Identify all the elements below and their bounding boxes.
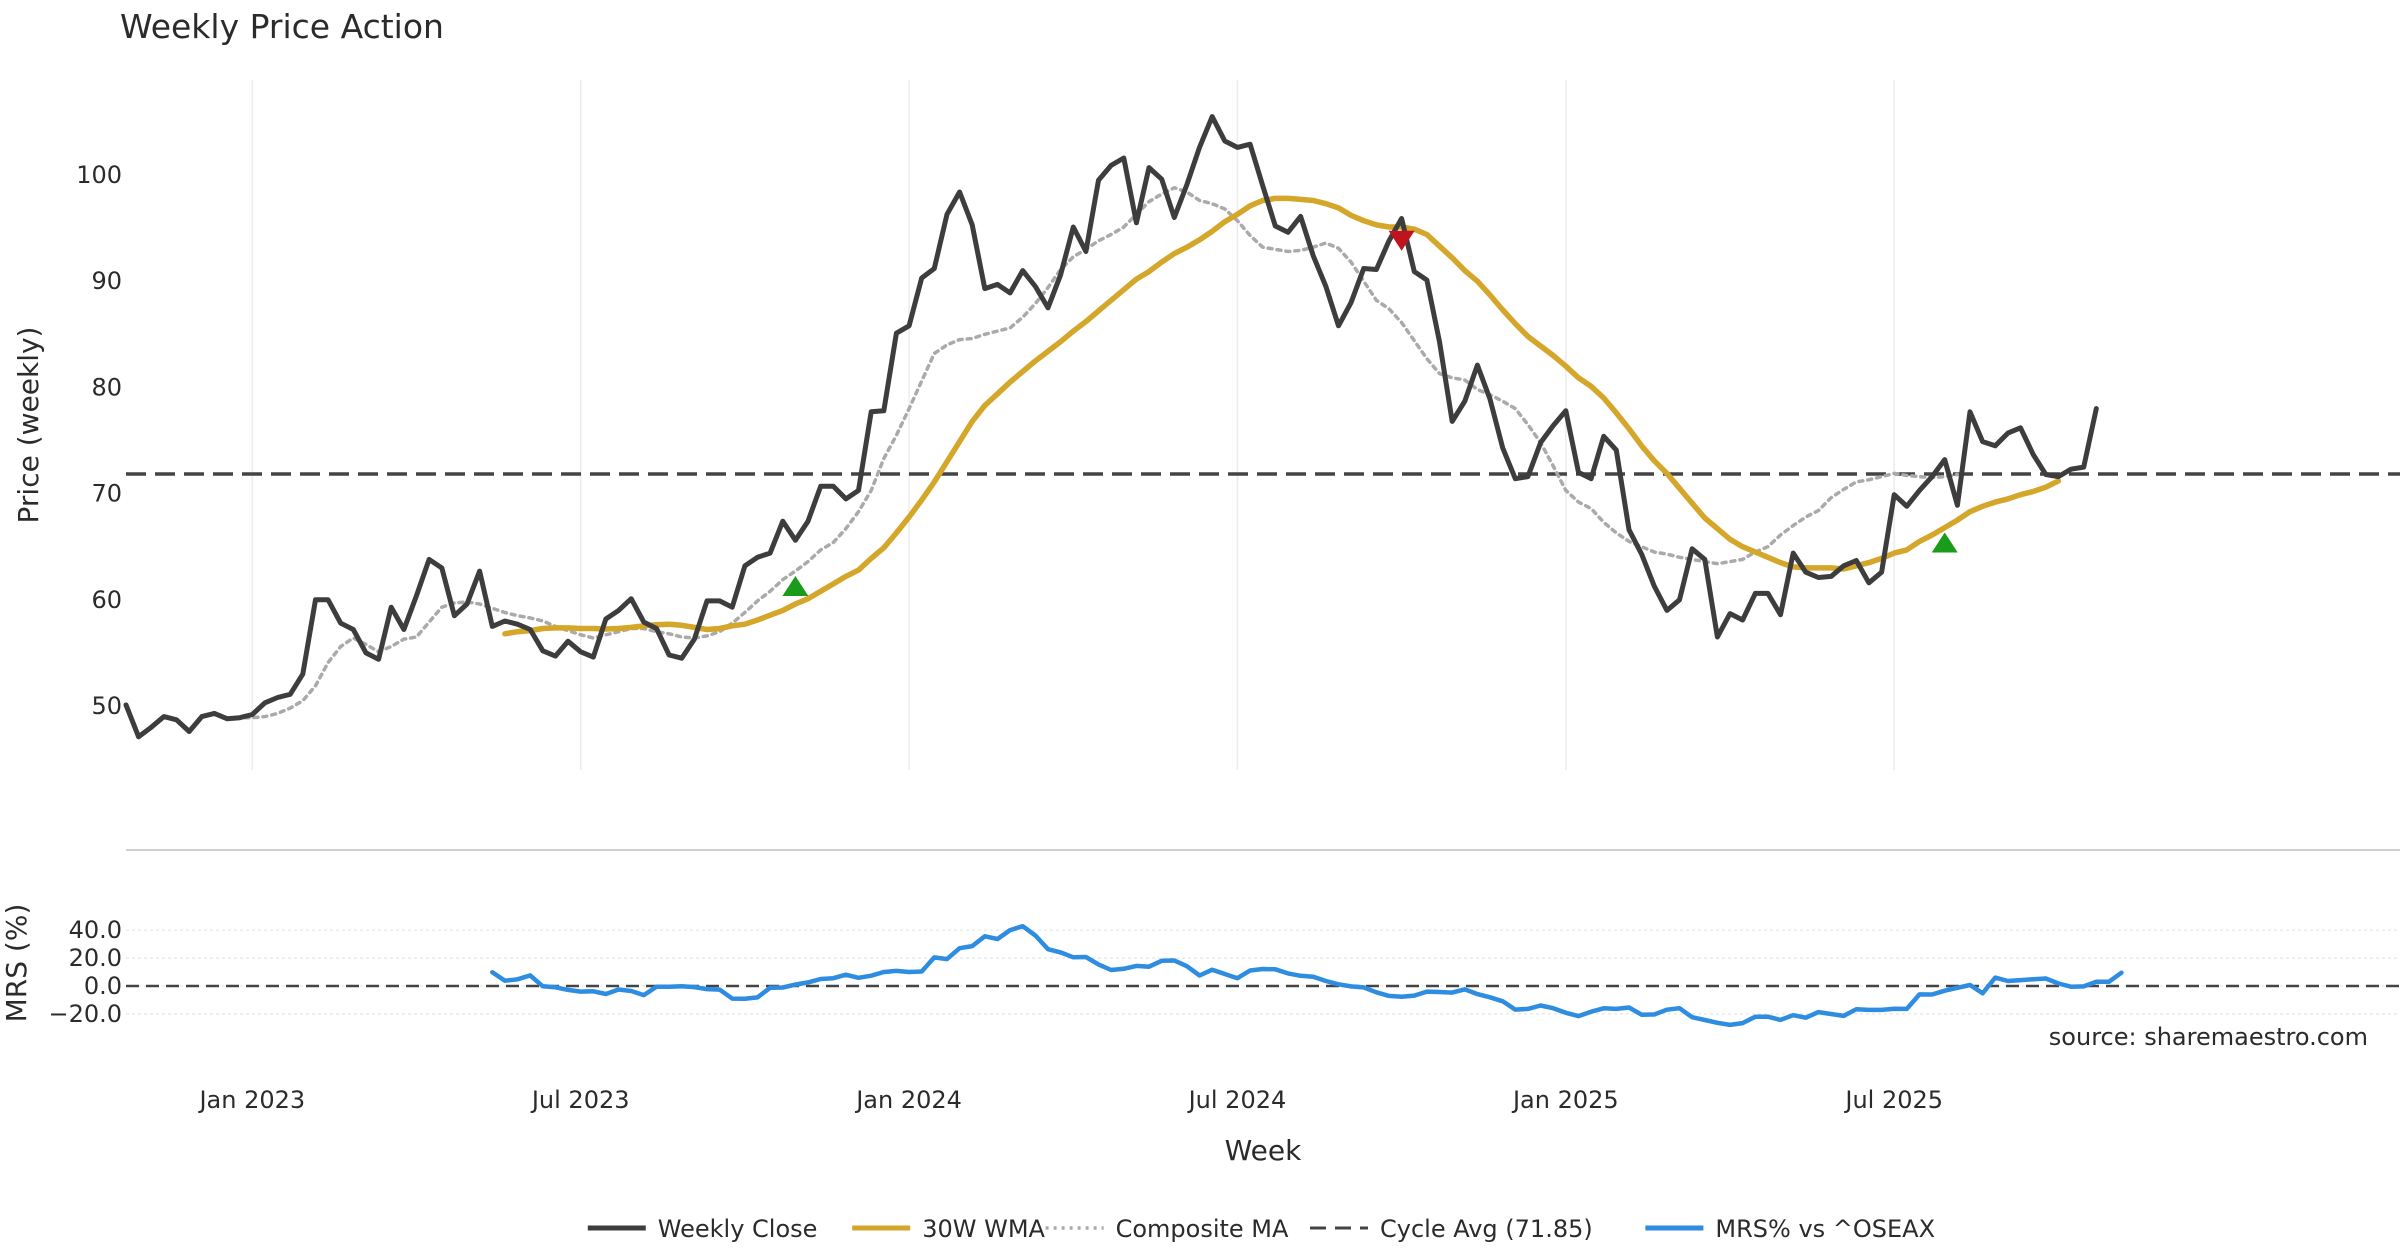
- legend-label: MRS% vs ^OSEAX: [1715, 1215, 1935, 1243]
- top-series: [123, 114, 2400, 740]
- bottom-series: [126, 923, 2400, 1028]
- y-tick-label: 0.0: [84, 972, 122, 1000]
- y-tick-label: 70: [91, 480, 122, 508]
- series-line: [502, 195, 2062, 637]
- legend: Weekly Close 30W WMA Composite MA Cycle Avg…: [587, 1215, 1935, 1243]
- legend-label: 30W WMA: [922, 1215, 1045, 1243]
- bottom-grid: [126, 849, 2400, 1015]
- y-tick-label: −20.0: [48, 1000, 122, 1028]
- top-grid: [251, 80, 1895, 770]
- y-tick-label: 40.0: [69, 916, 122, 944]
- y-tick-label: 50: [91, 692, 122, 720]
- buy-marker: [1931, 532, 1958, 553]
- x-tick-label: Jul 2023: [530, 1086, 630, 1114]
- signal-markers: [782, 230, 1958, 597]
- y-tick-label: 20.0: [69, 944, 122, 972]
- x-tick-label: Jul 2024: [1187, 1086, 1287, 1114]
- legend-label: Cycle Avg (71.85): [1380, 1215, 1593, 1243]
- top-y-ticks: 50 60 70 80 90 100: [76, 161, 122, 720]
- x-ticks: Jan 2023 Jul 2023 Jan 2024 Jul 2024 Jan 2025…: [197, 1086, 1943, 1114]
- sell-marker: [1388, 230, 1415, 251]
- y-tick-label: 80: [91, 373, 122, 401]
- bottom-y-ticks: −20.00.020.040.0: [48, 916, 122, 1028]
- x-tick-label: Jan 2025: [1511, 1086, 1619, 1114]
- series-line: [490, 923, 2124, 1028]
- y-tick-label: 100: [76, 161, 122, 189]
- y-tick-label: 60: [91, 586, 122, 614]
- top-y-axis-label: Price (weekly): [12, 327, 45, 524]
- x-tick-label: Jan 2023: [197, 1086, 305, 1114]
- legend-label: Composite MA: [1116, 1215, 1289, 1243]
- bottom-y-axis-label: MRS (%): [0, 904, 33, 1023]
- x-axis-label: Week: [1225, 1134, 1302, 1167]
- y-tick-label: 90: [91, 267, 122, 295]
- source-annotation: source: sharemaestro.com: [2049, 1023, 2368, 1051]
- series-line: [123, 114, 2099, 740]
- series-line: [225, 185, 1960, 721]
- x-tick-label: Jan 2024: [854, 1086, 962, 1114]
- buy-marker: [782, 576, 809, 597]
- x-tick-label: Jul 2025: [1843, 1086, 1943, 1114]
- chart-title: Weekly Price Action: [120, 7, 444, 46]
- legend-label: Weekly Close: [658, 1215, 818, 1243]
